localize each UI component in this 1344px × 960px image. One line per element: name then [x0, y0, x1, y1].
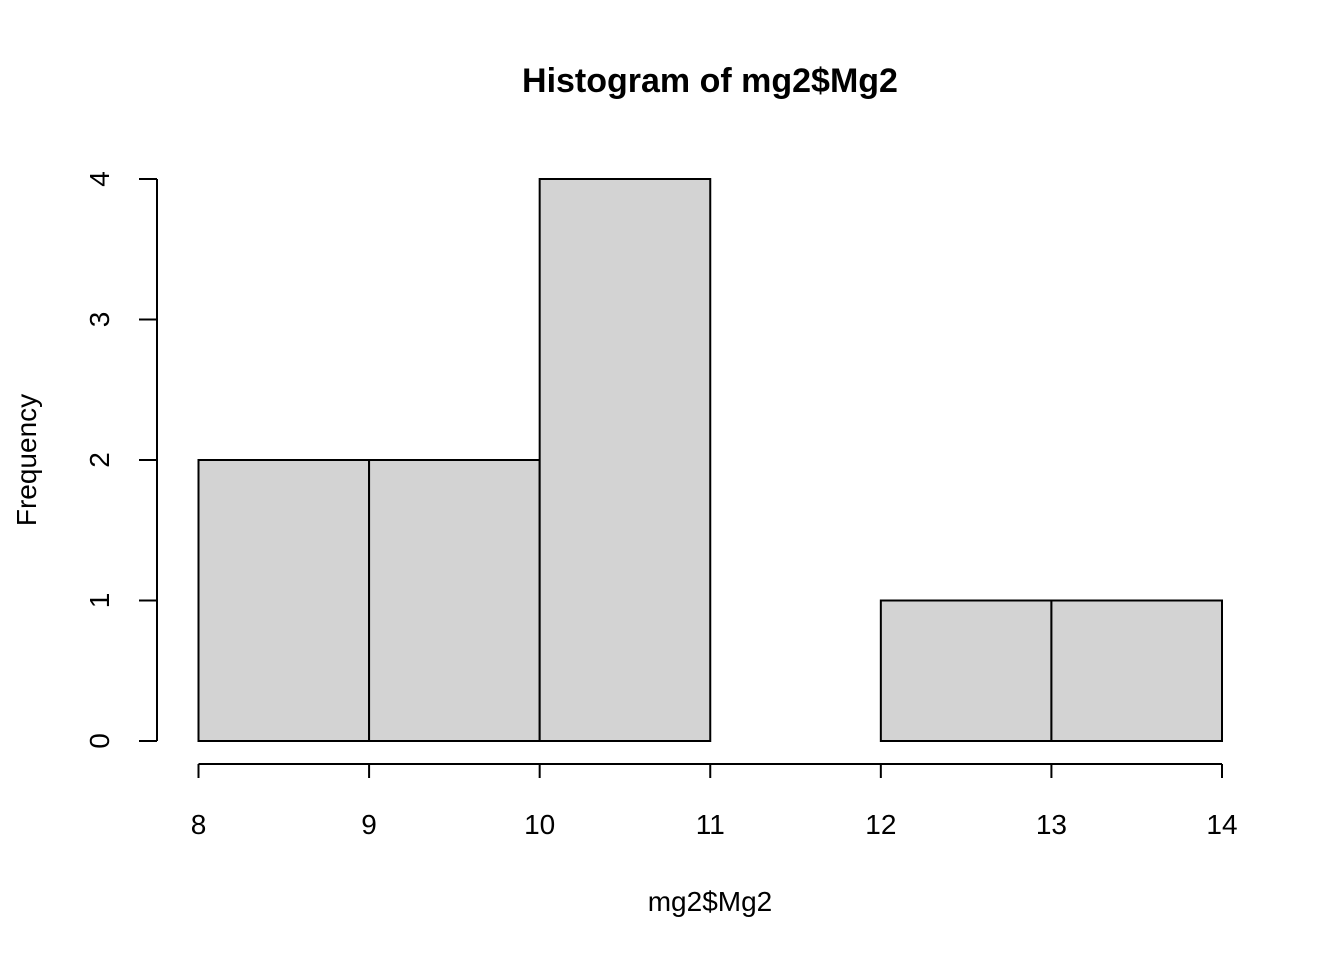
x-tick-label: 13	[1036, 809, 1067, 840]
x-tick-label: 14	[1206, 809, 1237, 840]
x-tick-label: 11	[696, 809, 725, 840]
x-tick-label: 9	[361, 809, 377, 840]
bars-group	[197, 178, 1223, 742]
y-axis: 0 1 2 3 4	[84, 171, 158, 749]
x-tick-label: 10	[524, 809, 555, 840]
y-tick-label: 4	[84, 171, 115, 187]
histogram-bar-12-13	[879, 599, 1053, 742]
x-tick-label: 12	[865, 809, 896, 840]
histogram-bar-9-10	[368, 459, 541, 742]
histogram-bar-8-9	[197, 459, 371, 742]
y-tick-label: 3	[84, 312, 115, 328]
chart-title: Histogram of mg2$Mg2	[522, 62, 898, 100]
x-axis: 8 9 10 11 12 13 14	[191, 763, 1238, 840]
histogram-bar-13-14	[1050, 599, 1223, 742]
x-tick-label: 8	[191, 809, 207, 840]
histogram-bar-10-11	[538, 178, 712, 742]
y-tick-label: 2	[84, 452, 115, 468]
y-tick-label: 1	[84, 593, 115, 609]
x-axis-label: mg2$Mg2	[648, 886, 773, 917]
y-tick-label: 0	[84, 733, 115, 749]
y-axis-label: Frequency	[11, 394, 42, 526]
